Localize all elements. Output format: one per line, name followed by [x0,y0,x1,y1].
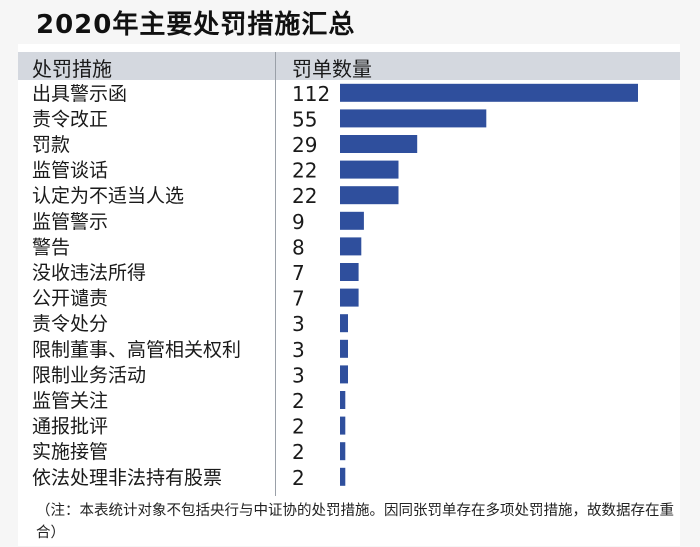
category-label: 监管警示 [32,211,108,233]
category-label: 公开谴责 [32,288,108,310]
value-label: 55 [292,107,317,131]
header-measure: 处罚措施 [32,57,112,81]
category-label: 限制董事、高管相关权利 [32,339,241,361]
bar [340,339,348,358]
bar [340,83,638,102]
value-label: 29 [292,133,317,157]
category-label: 实施接管 [32,441,108,463]
value-label: 7 [292,261,305,285]
category-label: 依法处理非法持有股票 [32,467,222,489]
chart-title: 2020年主要处罚措施汇总 [36,10,356,40]
category-label: 没收违法所得 [32,262,146,284]
value-label: 2 [292,440,305,464]
category-label: 认定为不适当人选 [32,185,184,207]
category-label: 出具警示函 [32,83,127,105]
table-header: 处罚措施 罚单数量 [18,52,680,81]
category-label: 责令处分 [32,313,108,335]
header-count: 罚单数量 [292,57,372,81]
bar [340,211,364,230]
value-label: 3 [292,312,305,336]
bar [340,237,362,256]
value-label: 9 [292,210,305,234]
value-label: 22 [292,159,317,183]
value-label: 2 [292,415,305,439]
category-label: 警告 [32,236,70,258]
category-label: 通报批评 [32,416,108,438]
bar [340,135,418,153]
category-label: 责令改正 [32,108,108,130]
bar [340,416,346,435]
bar [340,186,399,205]
value-label: 7 [292,287,305,311]
bar [340,109,487,128]
bar [340,160,399,179]
chart-panel: 处罚措施 罚单数量 出具警示函 112 责令改正 55 罚款 29 监管谈话 22 认定为不适当… [18,44,680,546]
category-label: 监管谈话 [32,160,108,182]
bar [340,263,359,281]
value-label: 3 [292,363,305,387]
bar [340,391,346,409]
bar [340,314,348,333]
bar [340,442,346,461]
column-divider [275,52,276,496]
bar [340,365,348,384]
bar [340,288,359,307]
value-label: 8 [292,235,305,259]
bar [340,467,346,486]
category-label: 监管关注 [32,390,108,412]
value-label: 2 [292,389,305,413]
value-label: 112 [292,82,330,106]
category-label: 罚款 [32,134,70,156]
value-label: 22 [292,184,317,208]
value-label: 2 [292,466,305,490]
footnote: （注：本表统计对象不包括央行与中证协的处罚措施。因同张罚单存在多项处罚措施，故数… [36,503,674,541]
category-label: 限制业务活动 [32,364,146,386]
value-label: 3 [292,338,305,362]
